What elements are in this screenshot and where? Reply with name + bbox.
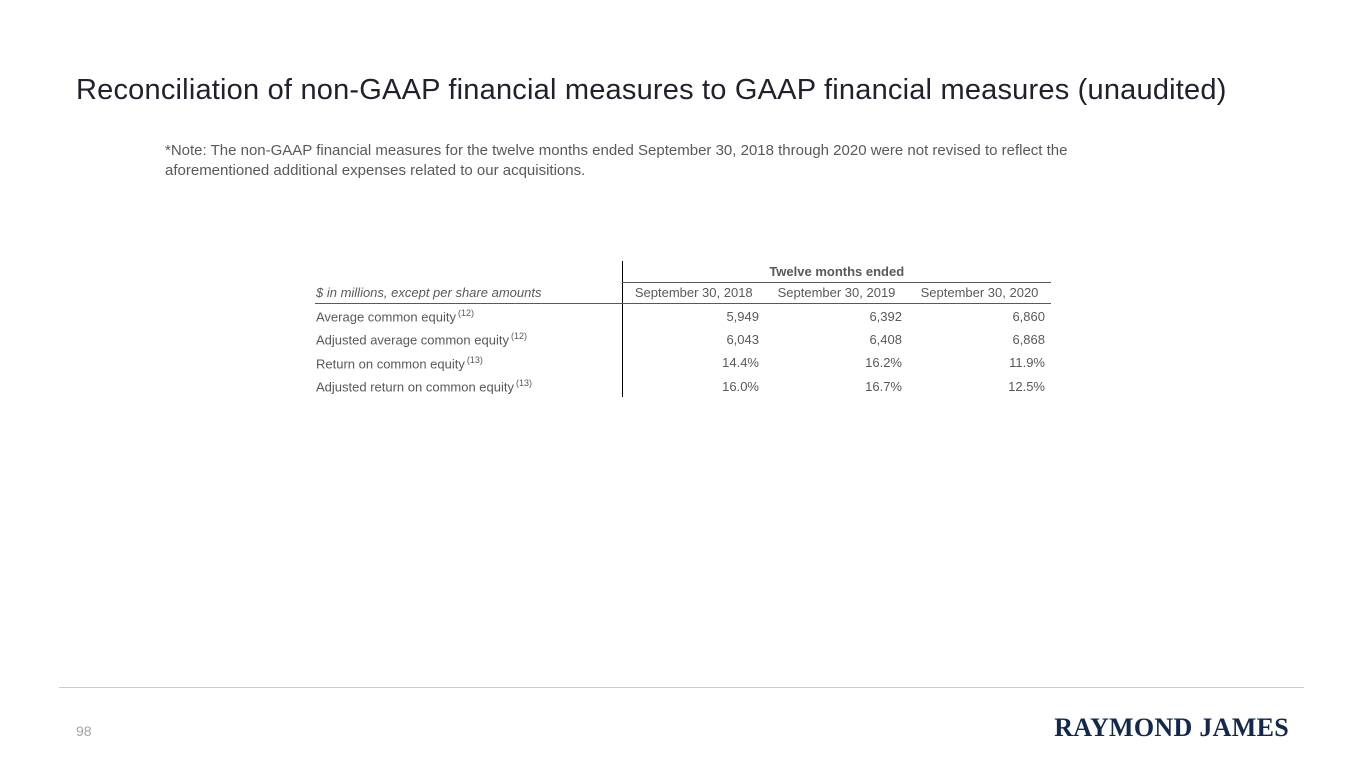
column-header-2020: September 30, 2020 (908, 282, 1051, 304)
cell-value: 16.0% (621, 373, 765, 398)
row-label: Return on common equity (316, 355, 465, 371)
reconciliation-table: Twelve months ended $ in millions, excep… (315, 261, 1051, 398)
table-row: Average common equity (12) 5,949 6,392 6,… (315, 303, 1051, 328)
table-row: Return on common equity (13) 14.4% 16.2% … (315, 350, 1051, 374)
row-header-label: $ in millions, except per share amounts (315, 282, 622, 304)
row-label-cell: Return on common equity (13) (315, 351, 622, 374)
page-number: 98 (76, 723, 92, 739)
footnote-ref: (13) (466, 354, 483, 365)
cell-value: 6,043 (621, 327, 765, 351)
table-row: Adjusted average common equity (12) 6,043… (315, 327, 1051, 351)
column-header-2019: September 30, 2019 (765, 282, 908, 304)
span-header: Twelve months ended (621, 261, 1051, 283)
cell-value: 16.2% (865, 355, 902, 371)
cell-value: 6,860 (1012, 308, 1045, 324)
empty-header-cell (315, 261, 622, 283)
column-header-2018: September 30, 2018 (621, 282, 765, 304)
page-title: Reconciliation of non-GAAP financial mea… (76, 74, 1227, 106)
row-label: Adjusted average common equity (316, 332, 509, 348)
footnote-ref: (12) (510, 331, 527, 342)
cell-value: 12.5% (1008, 378, 1045, 394)
row-label-cell: Adjusted return on common equity (13) (315, 374, 622, 397)
table-span-header-row: Twelve months ended (315, 261, 1051, 283)
note-text: *Note: The non-GAAP financial measures f… (165, 142, 1068, 179)
financial-table: Twelve months ended $ in millions, excep… (315, 261, 1051, 398)
row-label: Adjusted return on common equity (316, 379, 514, 395)
cell-value: 14.4% (621, 350, 765, 374)
row-label: Average common equity (316, 309, 456, 325)
table-row: Adjusted return on common equity (13) 16.… (315, 373, 1051, 398)
cell-value: 6,392 (869, 308, 902, 324)
cell-value: 5,949 (621, 303, 765, 328)
table-header-row: $ in millions, except per share amounts … (315, 282, 1051, 304)
footer-divider (59, 687, 1304, 688)
footnote-ref: (13) (516, 377, 533, 388)
cell-value: 6,868 (1012, 331, 1045, 347)
cell-value: 11.9% (1009, 355, 1045, 371)
row-label-cell: Average common equity (12) (315, 304, 622, 328)
raymond-james-logo: RAYMOND JAMES (1054, 713, 1289, 742)
cell-value: 16.7% (865, 378, 902, 394)
footnote-ref: (12) (457, 308, 474, 318)
cell-value: 6,408 (869, 331, 902, 347)
row-label-cell: Adjusted average common equity (12) (315, 327, 622, 350)
